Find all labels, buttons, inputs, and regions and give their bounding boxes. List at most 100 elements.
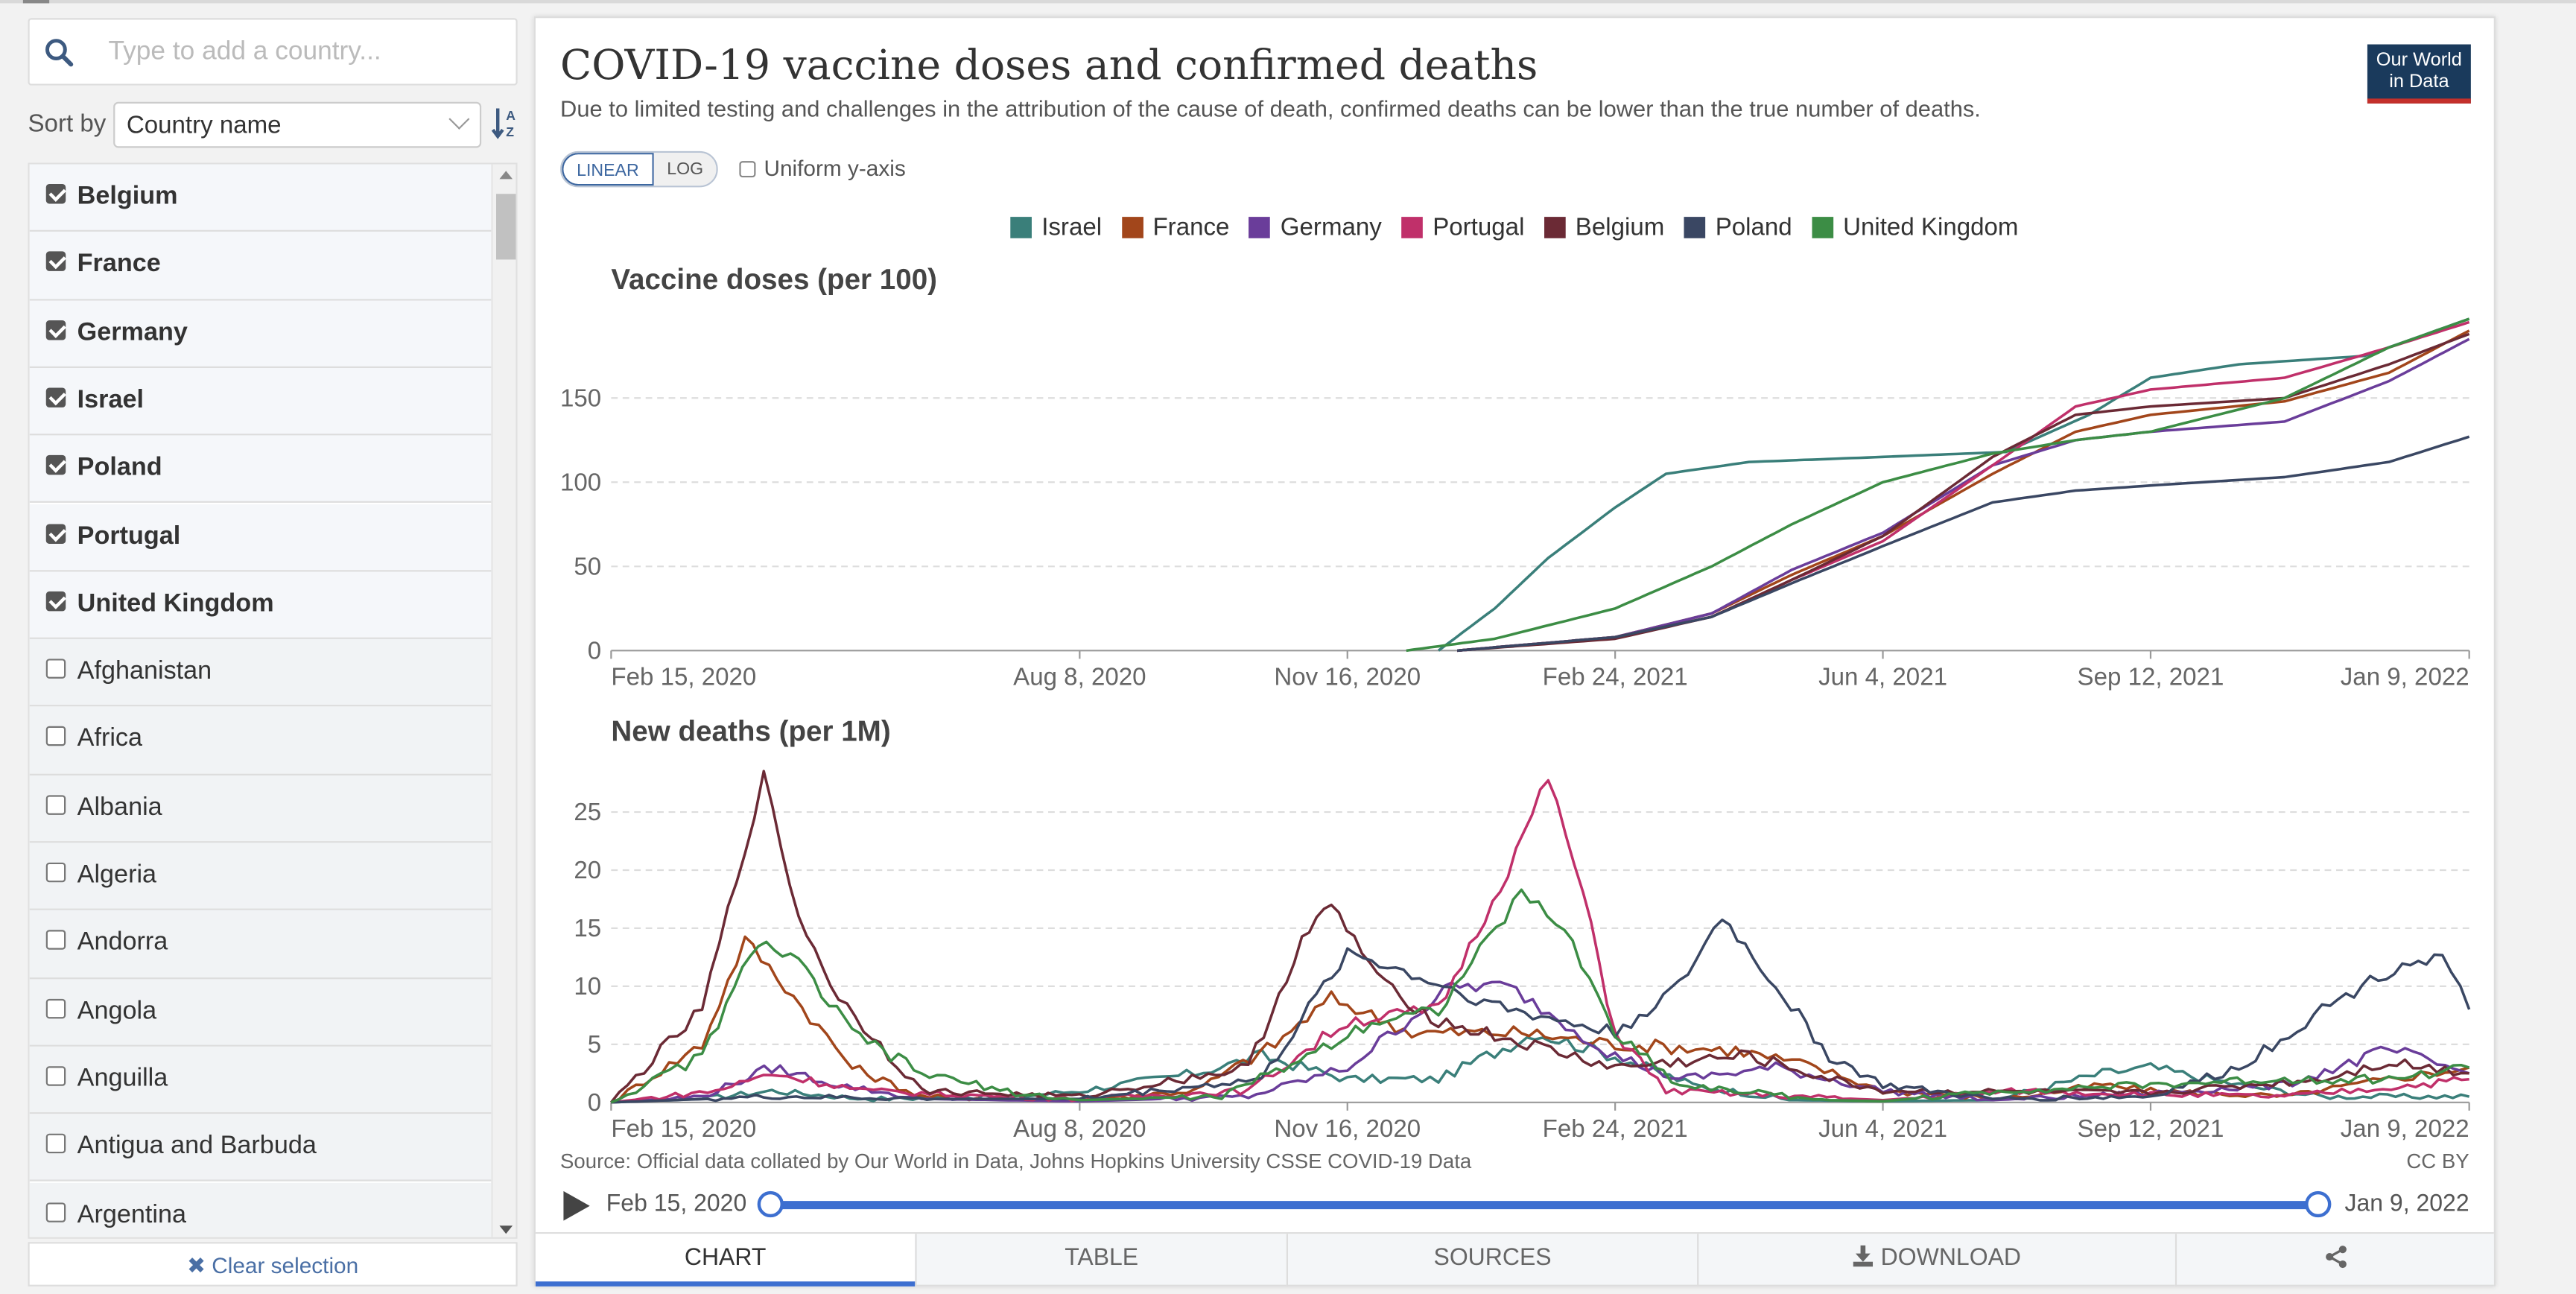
- timeline-end-label: Jan 9, 2022: [2344, 1190, 2469, 1218]
- legend-item[interactable]: France: [1121, 213, 1230, 242]
- legend-item[interactable]: Germany: [1249, 214, 1382, 241]
- timeline-start-handle[interactable]: [757, 1190, 784, 1218]
- country-row[interactable]: Portugal: [29, 503, 492, 572]
- log-scale-button[interactable]: LOG: [653, 153, 717, 186]
- chevron-down-icon: [448, 108, 470, 130]
- x-tick-label: Feb 24, 2021: [1543, 1115, 1688, 1143]
- country-row[interactable]: United Kingdom: [29, 571, 492, 640]
- country-checkbox[interactable]: [45, 387, 66, 407]
- country-row[interactable]: Albania: [29, 775, 492, 843]
- country-row[interactable]: Afghanistan: [29, 639, 492, 708]
- country-row[interactable]: Angola: [29, 978, 492, 1047]
- country-checkbox[interactable]: [45, 998, 66, 1018]
- scale-toggle: LINEAR LOG: [560, 150, 719, 188]
- uniform-y-axis-toggle[interactable]: Uniform y-axis: [739, 156, 906, 181]
- tab-chart[interactable]: CHART: [535, 1234, 916, 1287]
- sort-by-value: Country name: [126, 111, 282, 140]
- tab-bar: CHART TABLE SOURCES DOWNLOAD: [535, 1232, 2494, 1287]
- x-tick-label: Jan 9, 2022: [2341, 664, 2469, 691]
- y-tick-label: 100: [560, 469, 601, 496]
- country-checkbox[interactable]: [45, 794, 66, 815]
- country-checkbox[interactable]: [45, 523, 66, 543]
- country-row[interactable]: Andorra: [29, 910, 492, 979]
- country-checkbox[interactable]: [45, 659, 66, 679]
- y-tick-label: 0: [588, 1089, 601, 1117]
- legend-label: France: [1152, 213, 1230, 242]
- country-search-box[interactable]: [28, 18, 518, 86]
- tab-download[interactable]: DOWNLOAD: [1697, 1234, 2175, 1287]
- country-label: Anguilla: [77, 1064, 168, 1093]
- country-checkbox[interactable]: [45, 1202, 66, 1222]
- country-label: United Kingdom: [77, 589, 274, 618]
- country-checkbox[interactable]: [45, 591, 66, 611]
- legend-label: Israel: [1041, 213, 1103, 242]
- country-checkbox[interactable]: [45, 455, 66, 475]
- uniform-y-axis-checkbox[interactable]: [739, 161, 756, 178]
- x-tick-label: Nov 16, 2020: [1274, 664, 1421, 691]
- country-label: Algeria: [77, 860, 157, 889]
- linear-scale-button[interactable]: LINEAR: [562, 153, 654, 186]
- tab-table[interactable]: TABLE: [915, 1234, 1287, 1287]
- legend-item[interactable]: United Kingdom: [1812, 214, 2018, 241]
- country-checkbox[interactable]: [45, 862, 66, 883]
- country-checkbox[interactable]: [45, 1134, 66, 1154]
- y-tick-label: 25: [574, 799, 601, 826]
- owid-logo[interactable]: Our World in Data: [2367, 44, 2471, 104]
- country-label: France: [77, 250, 161, 279]
- series-line-united-kingdom: [1406, 317, 2470, 653]
- country-list-scrollbar[interactable]: [491, 164, 516, 1237]
- legend-swatch: [1249, 217, 1271, 238]
- country-row[interactable]: Argentina: [29, 1182, 492, 1237]
- tab-share[interactable]: [2174, 1234, 2494, 1287]
- x-tick-label: Jun 4, 2021: [1818, 1115, 1947, 1143]
- legend-item[interactable]: Poland: [1684, 214, 1792, 241]
- country-checkbox[interactable]: [45, 320, 66, 340]
- country-row[interactable]: Africa: [29, 707, 492, 776]
- x-tick-label: Aug 8, 2020: [1013, 664, 1146, 691]
- clear-selection-button[interactable]: ✖ Clear selection: [28, 1242, 518, 1287]
- search-icon: [45, 39, 74, 67]
- timeline-end-handle[interactable]: [2305, 1190, 2332, 1218]
- country-row[interactable]: Germany: [29, 299, 492, 368]
- country-checkbox[interactable]: [45, 252, 66, 272]
- scrollbar-thumb[interactable]: [496, 194, 516, 260]
- license-label[interactable]: CC BY: [2406, 1149, 2469, 1173]
- x-tick-label: Jun 4, 2021: [1818, 664, 1947, 691]
- country-search-input[interactable]: [108, 34, 503, 71]
- scroll-down-icon[interactable]: [499, 1225, 513, 1234]
- download-icon: [1853, 1245, 1873, 1267]
- sort-by-select[interactable]: Country name: [113, 101, 482, 148]
- legend-label: Belgium: [1575, 213, 1665, 242]
- country-checkbox[interactable]: [45, 726, 66, 747]
- x-tick-label: Sep 12, 2021: [2078, 664, 2224, 691]
- svg-text:A: A: [506, 108, 515, 123]
- country-checkbox[interactable]: [45, 184, 66, 204]
- country-row[interactable]: Algeria: [29, 843, 492, 911]
- x-tick-label: Feb 15, 2020: [611, 1115, 756, 1143]
- y-tick-label: 0: [588, 637, 601, 665]
- source-note[interactable]: Source: Official data collated by Our Wo…: [560, 1149, 1472, 1173]
- chart-subtitle: Due to limited testing and challenges in…: [560, 95, 1981, 122]
- series-line-united-kingdom: [610, 888, 2470, 1104]
- timeline-track[interactable]: [770, 1201, 2318, 1210]
- country-checkbox[interactable]: [45, 930, 66, 951]
- tab-sources[interactable]: SOURCES: [1286, 1234, 1698, 1287]
- sort-order-icon[interactable]: A Z: [491, 105, 521, 142]
- close-icon: ✖: [186, 1253, 206, 1278]
- y-tick-label: 5: [588, 1031, 601, 1059]
- legend-item[interactable]: Israel: [1010, 214, 1102, 241]
- country-row[interactable]: Belgium: [29, 164, 492, 232]
- logo-line-1: Our World: [2376, 51, 2462, 71]
- country-row[interactable]: Israel: [29, 367, 492, 436]
- country-sidebar: Sort by Country name A Z Belgium France Ge…: [0, 0, 534, 1294]
- country-row[interactable]: France: [29, 232, 492, 300]
- legend-item[interactable]: Portugal: [1401, 214, 1524, 241]
- country-row[interactable]: Antigua and Barbuda: [29, 1114, 492, 1182]
- country-row[interactable]: Anguilla: [29, 1046, 492, 1114]
- legend-swatch: [1121, 217, 1143, 238]
- scroll-up-icon[interactable]: [499, 171, 513, 180]
- country-row[interactable]: Poland: [29, 435, 492, 504]
- legend-item[interactable]: Belgium: [1544, 214, 1664, 241]
- play-icon[interactable]: [563, 1190, 590, 1221]
- country-checkbox[interactable]: [45, 1066, 66, 1086]
